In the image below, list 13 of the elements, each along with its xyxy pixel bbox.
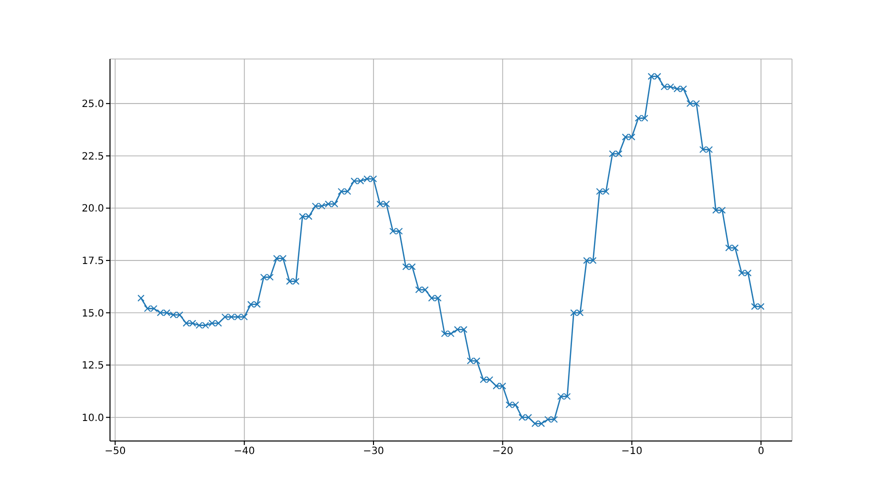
- y-tick-label: 22.5: [82, 151, 104, 162]
- x-tick-label: −10: [621, 446, 642, 458]
- x-tick-label: −40: [234, 446, 255, 458]
- x-tick-label: −50: [104, 446, 126, 458]
- y-tick-label: 12.5: [82, 360, 104, 372]
- y-tick-label: 20.0: [82, 204, 104, 215]
- y-tick-label: 25.0: [82, 99, 104, 110]
- y-tick-label: 17.5: [82, 256, 104, 268]
- x-tick-label: −20: [492, 446, 514, 458]
- x-tick-label: 0: [758, 446, 764, 458]
- y-tick-label: 15.0: [82, 308, 104, 320]
- x-tick-label: −30: [362, 446, 384, 458]
- y-tick-label: 10.0: [82, 412, 104, 424]
